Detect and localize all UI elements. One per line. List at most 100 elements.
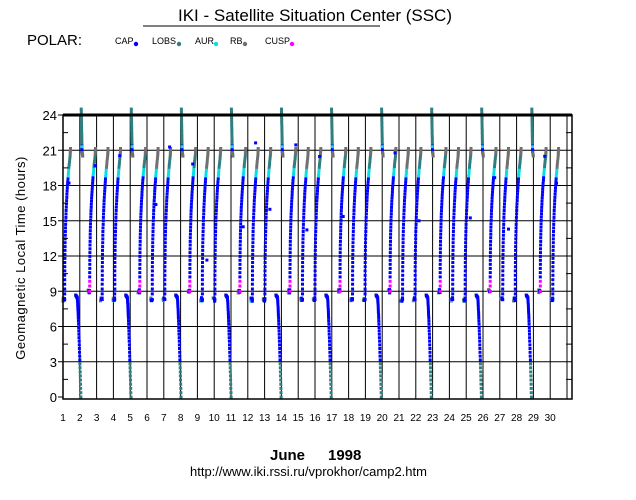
data-point-lobs [480,128,484,132]
data-point-cap [451,245,455,249]
data-point-cap [326,305,330,309]
data-point-lobs [79,386,83,390]
data-point-rb [305,165,309,169]
data-point-cap [428,347,432,350]
data-point-lobs [479,382,483,386]
legend-label-cusp: CUSP [265,36,290,46]
data-point-cap [403,199,406,203]
data-point-cap [141,178,145,182]
data-point-cap [439,215,443,219]
data-point-aur [367,168,371,172]
data-point-cap [290,196,294,200]
data-point-cap [552,209,556,212]
data-point-cap [301,245,305,249]
data-point-cap [526,300,530,304]
data-point-cap [516,192,519,196]
data-point-aur [216,174,220,178]
data-point-rb [556,150,560,154]
data-point-cap [101,248,104,252]
data-point-rb [155,163,159,166]
data-point-lobs [429,366,432,370]
data-point-cap [113,248,117,252]
data-point-cap [265,192,269,196]
data-point-cap [489,247,492,251]
data-point-cap [188,275,192,279]
data-point-cap [465,199,469,203]
data-point-rb [269,148,273,152]
data-point-cap [376,296,380,300]
data-point-cap [189,202,193,206]
data-point-cap [466,180,470,184]
data-point-cap [268,207,272,211]
data-point-lobs [229,386,233,390]
data-point-cap [202,209,206,212]
data-point-cap [63,233,67,237]
data-point-cap [328,343,332,347]
data-point-cap [76,305,80,309]
data-point-cap [180,147,184,151]
data-point-cap [115,199,119,203]
data-point-cap [441,184,445,188]
data-point-cap [478,336,482,340]
data-point-lobs [130,126,134,130]
data-point-cap [303,195,307,199]
data-point-cap [265,202,269,206]
data-point-cap [102,199,106,203]
data-point-lobs [230,139,234,143]
x-tick-label: 9 [195,413,201,424]
data-point-lobs [292,165,296,169]
data-point-cap [364,237,368,241]
data-point-cap [100,265,104,269]
data-point-cap [301,261,305,264]
data-point-cap [213,256,217,260]
data-point-lobs [317,165,321,169]
data-point-cap [276,300,280,304]
data-point-cap [551,287,555,291]
data-point-cap [138,258,142,262]
data-point-cap [477,313,481,317]
data-point-cap [176,302,180,306]
data-point-cap [403,195,407,199]
data-point-cap [189,218,193,222]
data-point-cap [238,275,242,279]
data-point-cap [528,354,532,358]
data-point-cap [339,236,342,240]
data-point-cap [302,199,306,203]
data-point-cap [452,202,456,206]
data-point-cap [280,147,284,151]
data-point-cap [453,195,457,199]
data-point-cap [552,205,556,209]
data-point-cap [263,256,267,260]
data-point-cap [115,192,119,196]
data-point-cap [428,358,432,362]
data-point-cap [151,219,155,223]
data-point-cap [65,189,69,193]
satellite-name: POLAR: [27,32,82,49]
data-point-cap [139,209,143,213]
data-point-lobs [230,134,234,138]
data-point-cap [76,319,80,323]
data-point-cap [288,236,292,240]
data-point-lobs [530,139,534,143]
data-point-cap [515,202,519,206]
data-point-cap [341,178,345,182]
data-point-rb [255,165,259,169]
data-point-cap [552,219,556,223]
data-point-rb [305,163,309,166]
data-point-cap [341,181,345,185]
data-point-lobs [318,163,321,166]
data-point-cap [116,183,120,187]
data-point-cap [339,212,343,216]
data-point-rb [494,150,498,154]
data-point-cap [491,184,495,188]
data-point-cap [138,271,142,275]
data-point-cap [439,243,442,247]
data-point-cap [553,189,557,193]
data-point-lobs [418,160,422,164]
source-url[interactable]: http://www.iki.rssi.ru/vprokhor/camp2.ht… [190,464,427,479]
data-point-cap [63,248,67,252]
data-point-cap [428,343,432,347]
data-point-lobs [418,163,422,166]
data-point-cap [115,195,119,199]
data-point-rb [168,152,172,156]
